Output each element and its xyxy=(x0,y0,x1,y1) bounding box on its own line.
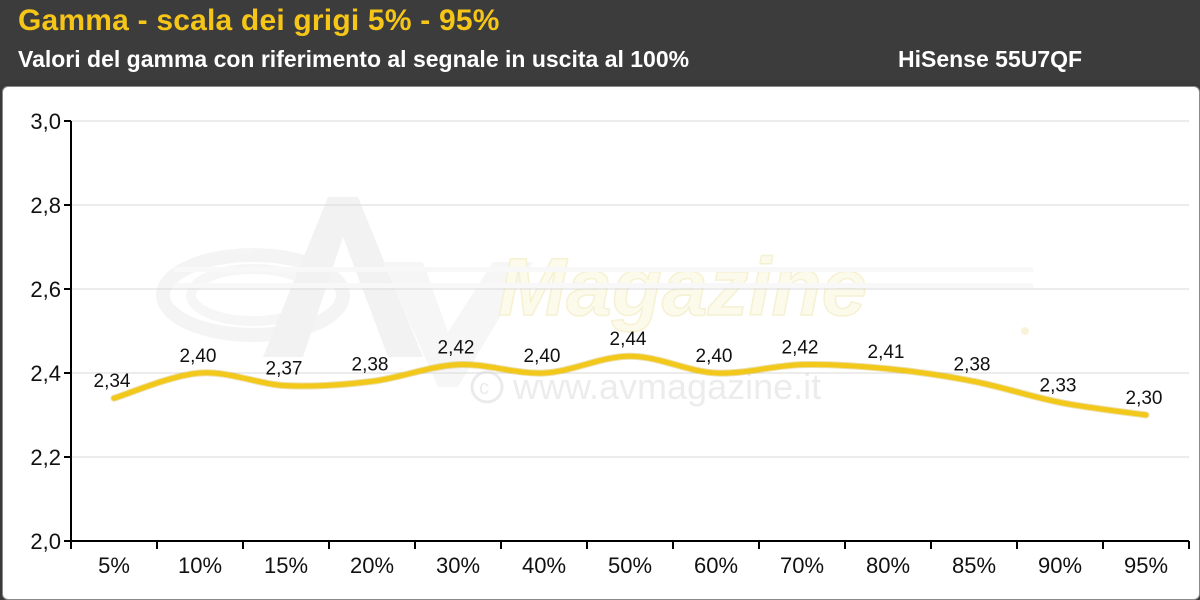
data-labels: 2,34 2,40 2,37 2,38 2,42 2,40 2,44 2,40 2,42 2,41… xyxy=(94,329,1163,409)
data-point xyxy=(886,366,890,371)
data-point xyxy=(370,379,374,384)
grid-lines xyxy=(71,120,1189,458)
x-tick-label: 40% xyxy=(522,553,566,578)
data-label: 2,44 xyxy=(610,329,647,350)
x-tick-label: 95% xyxy=(1124,553,1168,578)
data-label: 2,38 xyxy=(954,354,991,375)
x-tick-label: 20% xyxy=(350,553,394,578)
x-tick-label: 60% xyxy=(694,553,738,578)
line-chart: Magazine c www.avmagazine.it 3,02,82,62,… xyxy=(30,109,1190,578)
data-label: 2,41 xyxy=(868,342,905,363)
series-gamma xyxy=(110,352,1150,419)
data-point xyxy=(714,371,718,375)
data-label: 2,30 xyxy=(1126,388,1163,409)
axes: 3,0 2,8 2,6 2,4 2,2 2,0 5% 10% 15% 20% 30% 40% 50% 60… xyxy=(30,109,1190,578)
plot-panel: Magazine c www.avmagazine.it 3,0 2,8 2,6 2,… xyxy=(2,86,1200,600)
x-tick-label: 30% xyxy=(436,553,480,578)
data-point xyxy=(800,362,804,367)
x-tick-label: 10% xyxy=(178,553,222,578)
chart-header: Gamma - scala dei grigi 5% - 95% Valori … xyxy=(0,0,1200,84)
x-tick-label: 90% xyxy=(1038,553,1082,578)
data-label: 2,33 xyxy=(1040,375,1077,396)
x-tick-label: 50% xyxy=(608,553,652,578)
svg-text:c: c xyxy=(479,377,489,399)
data-label: 2,40 xyxy=(180,346,217,367)
x-tick-label: 80% xyxy=(866,553,910,578)
chart-subtitle: Valori del gamma con riferimento al segn… xyxy=(18,46,690,72)
x-tick-label: 15% xyxy=(264,553,308,578)
data-label: 2,34 xyxy=(94,371,131,392)
data-label: 2,37 xyxy=(266,359,303,380)
x-tick-label: 5% xyxy=(98,553,130,578)
data-label: 2,38 xyxy=(352,354,389,375)
y-tick-label: 2,8 xyxy=(30,193,61,218)
data-label: 2,40 xyxy=(524,346,561,367)
y-tick-label: 3,0 xyxy=(30,109,61,134)
data-point xyxy=(1058,400,1062,405)
data-point xyxy=(628,354,632,359)
y-tick-label: 2,2 xyxy=(30,445,61,470)
device-model: HiSense 55U7QF xyxy=(898,46,1083,72)
y-tick-label: 2,0 xyxy=(30,529,61,554)
data-label: 2,40 xyxy=(696,346,733,367)
x-tick-label: 70% xyxy=(780,553,824,578)
data-label: 2,42 xyxy=(438,338,475,359)
x-tick-label: 85% xyxy=(952,553,996,578)
data-point xyxy=(1144,413,1148,417)
chart-title: Gamma - scala dei grigi 5% - 95% xyxy=(18,4,500,37)
data-point xyxy=(542,371,546,375)
data-point xyxy=(456,362,460,367)
y-tick-label: 2,4 xyxy=(30,361,61,386)
copyright-icon: c xyxy=(470,370,504,404)
data-point xyxy=(972,379,976,384)
data-label: 2,42 xyxy=(782,338,819,359)
data-point xyxy=(112,396,116,401)
y-tick-label: 2,6 xyxy=(30,277,61,302)
data-point xyxy=(284,383,288,388)
data-point xyxy=(198,371,202,375)
